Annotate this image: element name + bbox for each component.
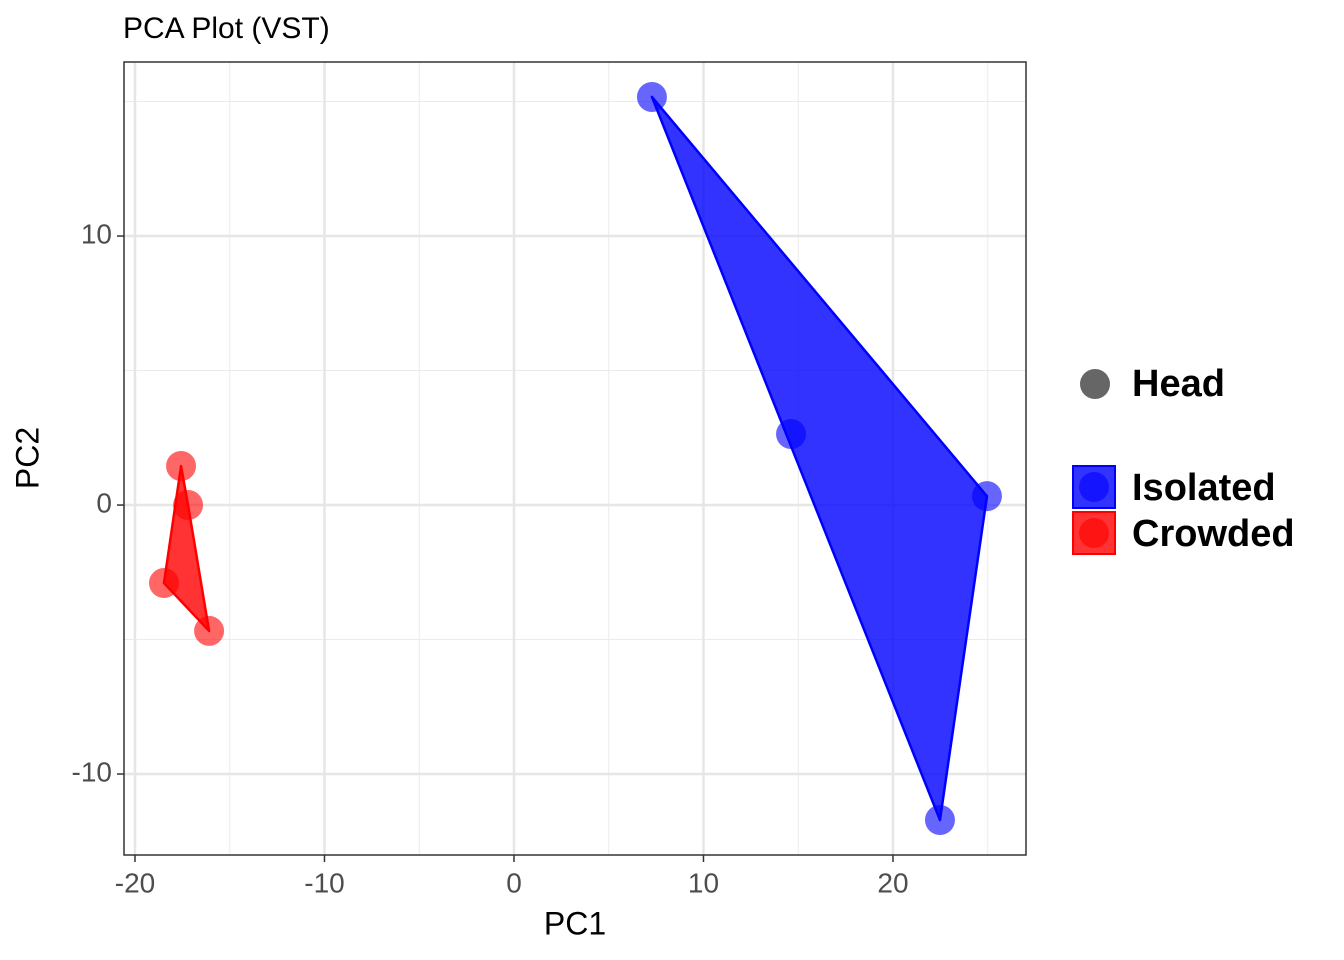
point [776, 419, 807, 450]
x-tick-label: 10 [688, 867, 719, 898]
point [166, 451, 197, 482]
x-tick-label: -10 [304, 867, 344, 898]
legend-key-point [1079, 472, 1109, 502]
legend-label: Crowded [1132, 513, 1295, 555]
y-tick-label: 10 [81, 218, 112, 249]
plot-border [123, 61, 1027, 856]
chart-title: PCA Plot (VST) [123, 12, 330, 45]
point [194, 615, 225, 646]
hull [650, 95, 989, 822]
legend-label: Isolated [1132, 467, 1276, 509]
y-axis-title: PC2 [9, 427, 45, 489]
legend-label: Head [1132, 363, 1225, 405]
x-axis-title: PC1 [544, 905, 606, 941]
x-tick-label: 0 [506, 867, 522, 898]
point [971, 481, 1002, 512]
point [924, 805, 955, 836]
x-tick-label: 20 [877, 867, 908, 898]
point [636, 81, 667, 112]
point [173, 490, 204, 521]
x-tick-label: -20 [115, 867, 155, 898]
y-tick-label: 0 [96, 487, 112, 518]
point [148, 568, 179, 599]
legend-shape [1080, 369, 1110, 399]
legend-key-point [1079, 518, 1109, 548]
y-tick-label: -10 [72, 756, 112, 787]
